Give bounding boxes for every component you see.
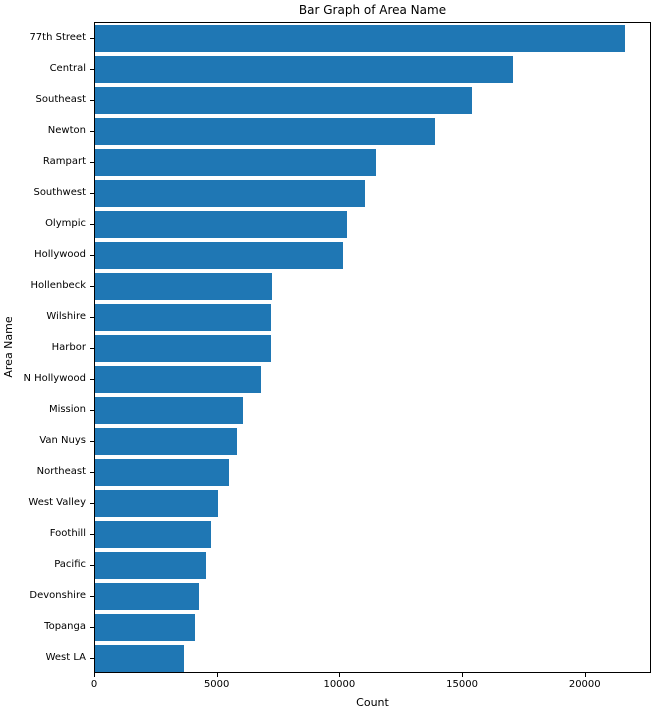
- bar: [95, 521, 211, 548]
- y-tick-mark: [90, 409, 94, 411]
- x-tick-mark: [462, 673, 464, 677]
- x-tick-mark: [584, 673, 586, 677]
- y-tick-mark: [90, 502, 94, 504]
- x-tick-label: 20000: [568, 679, 601, 690]
- x-tick-label: 10000: [323, 679, 356, 690]
- bar: [95, 459, 230, 486]
- bar: [95, 614, 196, 641]
- y-tick-label: Harbor: [51, 341, 86, 353]
- x-tick-label: 5000: [203, 679, 230, 690]
- bar: [95, 25, 625, 52]
- x-tick-mark: [339, 673, 341, 677]
- bar: [95, 273, 272, 300]
- y-tick-mark: [90, 347, 94, 349]
- bar: [95, 490, 219, 517]
- y-tick-mark: [90, 471, 94, 473]
- y-tick-label: Wilshire: [46, 310, 86, 322]
- y-tick-label: 77th Street: [29, 31, 86, 43]
- bar: [95, 335, 271, 362]
- bar: [95, 180, 365, 207]
- bar: [95, 149, 376, 176]
- y-tick-mark: [90, 192, 94, 194]
- x-tick-mark: [216, 673, 218, 677]
- y-tick-mark: [90, 37, 94, 39]
- y-tick-label: Newton: [47, 124, 86, 136]
- bar: [95, 211, 348, 238]
- y-tick-label: Mission: [48, 403, 86, 415]
- y-tick-label: Northeast: [36, 465, 86, 477]
- bar: [95, 397, 244, 424]
- y-tick-label: Foothill: [49, 527, 86, 539]
- y-tick-mark: [90, 161, 94, 163]
- bar: [95, 428, 238, 455]
- bar: [95, 583, 199, 610]
- chart-title: Bar Graph of Area Name: [298, 3, 447, 17]
- y-tick-mark: [90, 657, 94, 659]
- y-tick-mark: [90, 564, 94, 566]
- x-tick-label: 15000: [446, 679, 478, 690]
- y-tick-mark: [90, 223, 94, 225]
- y-tick-mark: [90, 99, 94, 101]
- y-tick-label: Van Nuys: [39, 434, 86, 446]
- y-tick-label: Devonshire: [29, 589, 86, 601]
- y-tick-label: Hollywood: [34, 248, 86, 260]
- x-tick-mark: [94, 673, 95, 677]
- y-tick-mark: [90, 316, 94, 318]
- bar: [95, 366, 262, 393]
- bar: [95, 87, 473, 114]
- y-tick-mark: [90, 626, 94, 628]
- y-tick-mark: [90, 533, 94, 535]
- bar: [95, 56, 514, 83]
- bar: [95, 645, 184, 672]
- plot-area: [94, 22, 651, 673]
- y-tick-label: Olympic: [45, 217, 86, 229]
- y-tick-label: Southeast: [35, 93, 86, 105]
- y-tick-label: Topanga: [44, 620, 86, 632]
- bar: [95, 242, 344, 269]
- y-tick-label: West Valley: [28, 496, 86, 508]
- y-tick-mark: [90, 254, 94, 256]
- y-tick-mark: [90, 440, 94, 442]
- y-tick-label: Pacific: [54, 558, 86, 570]
- x-tick-label: 0: [90, 679, 98, 690]
- y-tick-mark: [90, 285, 94, 287]
- y-tick-mark: [90, 595, 94, 597]
- y-tick-label: Hollenbeck: [30, 279, 86, 291]
- bar: [95, 118, 435, 145]
- y-tick-label: Rampart: [42, 155, 86, 167]
- y-tick-mark: [90, 68, 94, 70]
- x-axis-title: Count: [356, 696, 389, 709]
- bar: [95, 552, 207, 579]
- bar: [95, 304, 272, 331]
- y-tick-label: Central: [49, 62, 86, 74]
- y-tick-mark: [90, 130, 94, 132]
- y-tick-label: West LA: [45, 651, 86, 663]
- y-tick-label: Southwest: [33, 186, 86, 198]
- y-tick-label: N Hollywood: [23, 372, 86, 384]
- y-tick-mark: [90, 378, 94, 380]
